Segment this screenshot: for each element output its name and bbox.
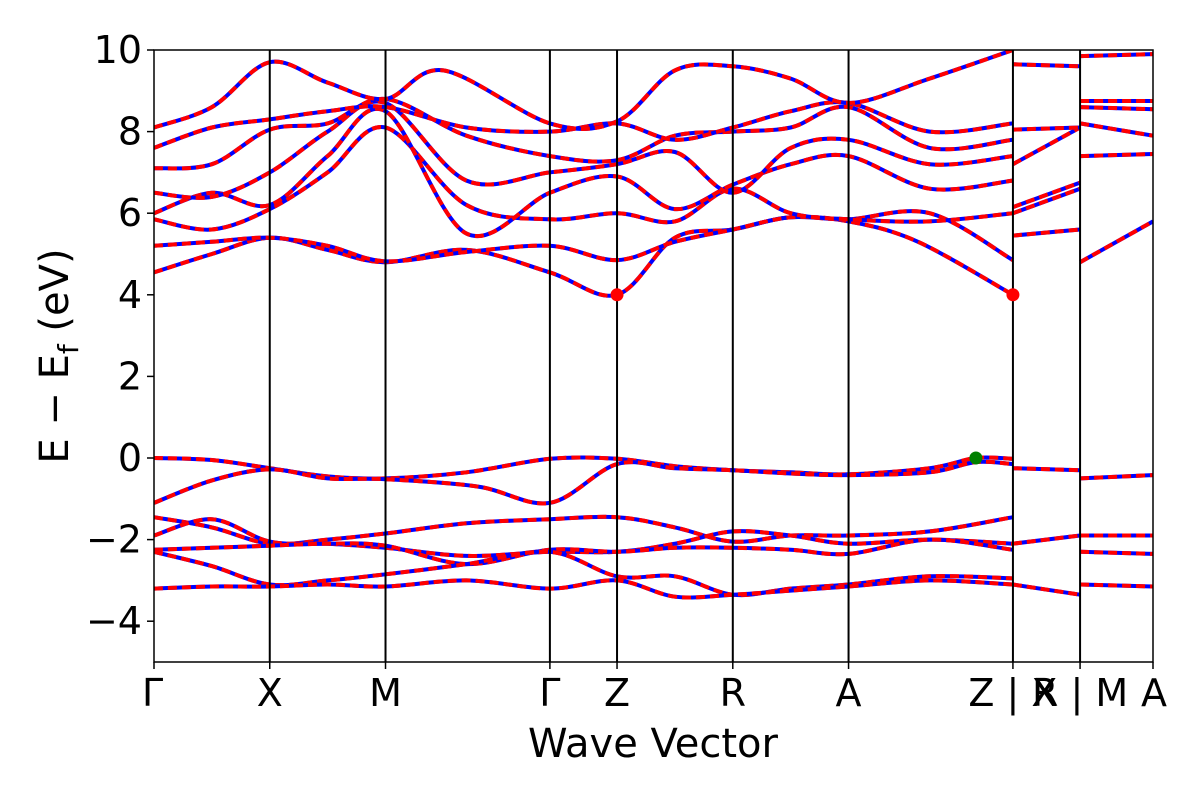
conduction-band-line-spin-up xyxy=(1012,227,1081,238)
conduction-band-line-spin-up xyxy=(1079,121,1153,138)
valence-band-line-spin-up xyxy=(1080,473,1153,481)
conduction-band-line-spin-up xyxy=(154,214,1014,298)
valence-band-line-spin-up xyxy=(154,514,1014,547)
valence-band-line-spin-up xyxy=(1012,533,1081,546)
valence-band-line-spin-up xyxy=(1080,549,1153,556)
conduction-band-line-spin-up xyxy=(154,125,1014,232)
x-tick-label: X xyxy=(257,671,283,715)
conduction-band-line-spin-up xyxy=(1012,186,1081,216)
y-tick-label: 2 xyxy=(118,354,142,398)
valence-band-line-spin-up xyxy=(154,459,1014,506)
cbm-marker xyxy=(610,288,624,302)
valence-band-line-spin-up xyxy=(154,549,1013,598)
plot-frame xyxy=(153,49,1154,663)
x-tick-label: M xyxy=(369,671,402,715)
y-tick-label: 10 xyxy=(94,28,142,72)
x-tick-label: R | M xyxy=(1032,671,1128,716)
conduction-band-line-spin-up xyxy=(1080,152,1153,159)
conduction-band-line-spin-up xyxy=(1080,52,1153,59)
y-axis-label: E − Ef (eV) xyxy=(32,248,85,463)
x-tick-label: Z | X xyxy=(968,671,1057,716)
band-edge-markers xyxy=(610,288,1020,465)
valence-band-line-spin-up xyxy=(1012,582,1081,597)
valence-band-line-spin-up xyxy=(154,537,1014,567)
valence-band-line-spin-down xyxy=(154,459,1014,506)
conduction-band-line-spin-down xyxy=(1011,125,1082,166)
valence-band-line-spin-up xyxy=(1080,582,1153,589)
y-axis: −4 −2 0 2 4 6 8 10 xyxy=(86,28,154,643)
conduction-band-line-spin-up xyxy=(1012,180,1081,209)
valence-band-line-spin-up xyxy=(154,578,1014,600)
x-tick-label: Γ xyxy=(539,671,560,715)
cbm-marker xyxy=(1006,288,1020,302)
conduction-band-line-spin-down xyxy=(1079,219,1153,264)
x-tick-label: R xyxy=(720,671,746,715)
y-tick-label: 6 xyxy=(118,191,142,235)
conduction-band-line-spin-up xyxy=(154,96,1014,171)
x-tick-label: Z xyxy=(604,671,630,715)
bands-layer xyxy=(154,50,1153,600)
valence-band-line-spin-up xyxy=(1012,466,1081,473)
conduction-band-line-spin-up xyxy=(1012,62,1081,69)
conduction-band-line-spin-up xyxy=(1012,125,1081,132)
y-tick-label: −4 xyxy=(86,599,142,643)
conduction-band-line-spin-up xyxy=(1011,125,1082,166)
conduction-band-line-spin-up xyxy=(1080,105,1153,112)
vbm-marker xyxy=(969,451,983,465)
conduction-band-line-spin-up xyxy=(154,100,1014,150)
y-tick-label: 0 xyxy=(118,436,142,480)
y-tick-label: 4 xyxy=(118,273,142,317)
x-tick-label: A xyxy=(1141,671,1167,715)
conduction-band-line-spin-down xyxy=(154,96,1014,171)
valence-band-line-spin-down xyxy=(154,549,1013,598)
x-tick-label: Γ xyxy=(142,671,163,715)
x-axis-label: Wave Vector xyxy=(528,721,779,767)
x-tick-label: A xyxy=(836,671,862,715)
y-tick-label: −2 xyxy=(86,518,142,562)
valence-band-line-spin-down xyxy=(154,514,1014,547)
y-tick-label: 8 xyxy=(118,110,142,154)
high-symmetry-lines xyxy=(268,50,1082,662)
